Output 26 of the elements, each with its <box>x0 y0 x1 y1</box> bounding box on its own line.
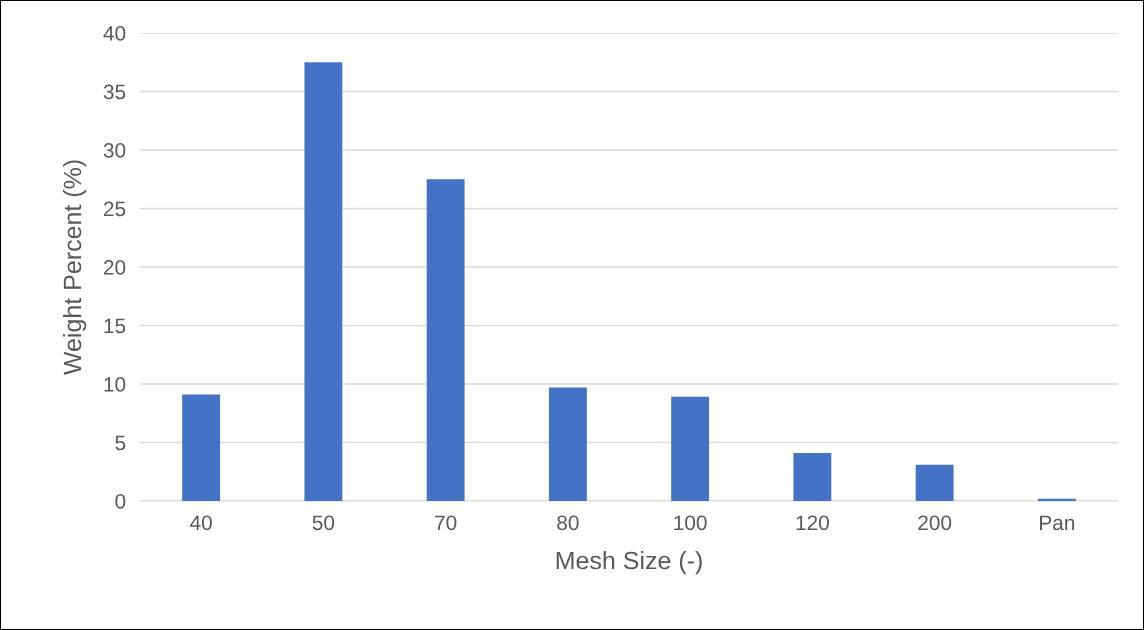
y-tick-label: 35 <box>103 84 126 100</box>
y-tick-label: 5 <box>115 435 126 451</box>
y-tick-label: 30 <box>103 143 126 158</box>
bar <box>793 453 832 501</box>
x-tick-label: 120 <box>796 515 829 531</box>
x-tick-label: 200 <box>918 515 952 531</box>
y-tick-label: 25 <box>103 201 126 217</box>
x-tick-label: Pan <box>1040 515 1075 531</box>
y-tick-label: 10 <box>104 377 126 392</box>
y-tick-label: 0 <box>115 494 126 509</box>
bar <box>915 464 954 501</box>
bar <box>426 179 465 501</box>
y-tick-label: 20 <box>103 260 126 275</box>
x-tick-label: 40 <box>190 515 212 531</box>
bar <box>671 396 710 501</box>
y-tick-label: 40 <box>103 26 126 41</box>
y-axis-title: Weight Percent (%) <box>62 160 87 376</box>
x-tick-label: 50 <box>312 515 335 531</box>
y-tick-label: 15 <box>104 318 126 334</box>
x-axis-title: Mesh Size (-) <box>556 550 702 575</box>
x-tick-label: 100 <box>674 515 707 531</box>
x-tick-label: 70 <box>435 515 457 531</box>
bar <box>182 394 221 501</box>
x-tick-label: 80 <box>557 515 579 531</box>
bar <box>548 387 587 501</box>
bar <box>304 62 343 501</box>
